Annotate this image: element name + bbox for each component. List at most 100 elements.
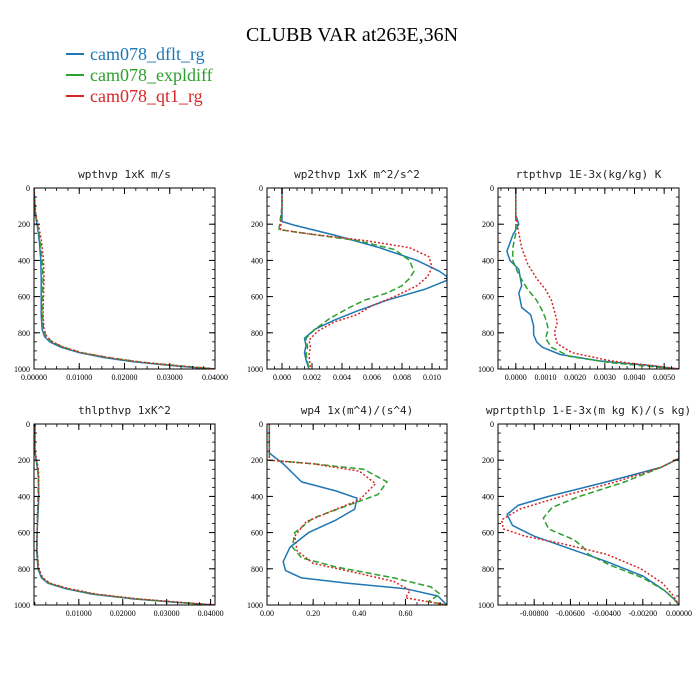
legend-label: cam078_expldiff: [90, 65, 213, 85]
x-tick-label: 0.01000: [66, 609, 92, 618]
y-tick-label: 800: [251, 329, 263, 338]
series-line-cam078_qt1_rg: [500, 424, 679, 605]
y-tick-label: 1000: [14, 601, 30, 610]
series-line-cam078_expldiff: [542, 424, 679, 605]
series-group: [506, 188, 679, 369]
y-tick-label: 600: [482, 293, 494, 302]
x-tick-label: -0.00400: [592, 609, 621, 618]
x-tick-label: 0.006: [363, 373, 381, 382]
series-line-cam078_expldiff: [34, 424, 215, 605]
x-tick-label: 0.03000: [154, 609, 180, 618]
legend-label: cam078_qt1_rg: [90, 86, 203, 106]
x-tick-label: 0.0020: [564, 373, 586, 382]
y-tick-label: 1000: [14, 365, 30, 374]
x-tick-label: 0.04000: [202, 373, 228, 382]
panel-frame: [266, 423, 448, 606]
y-tick-label: 600: [251, 529, 263, 538]
series-line-cam078_dflt_rg: [34, 188, 215, 369]
x-tick-label: -0.00600: [556, 609, 585, 618]
y-tick-label: 0: [259, 420, 263, 429]
x-tick-label: 0.00: [260, 609, 274, 618]
panel-4: thlpthvp 1xK^2 0 200 400 600 800 1000 0.01000 0.…: [14, 404, 224, 618]
y-tick-label: 600: [18, 529, 30, 538]
panel-frame: [33, 187, 216, 370]
y-tick-label: 600: [251, 293, 263, 302]
y-tick-label: 400: [251, 256, 263, 265]
y-tick-label: 400: [482, 492, 494, 501]
x-tick-label: 0.0010: [534, 373, 556, 382]
y-tick-label: 800: [251, 565, 263, 574]
y-tick-label: 0: [26, 184, 30, 193]
x-tick-label: 0.010: [423, 373, 441, 382]
series-group: [278, 188, 447, 369]
y-tick-label: 200: [482, 220, 494, 229]
series-line-cam078_qt1_rg: [268, 424, 447, 605]
x-tick-label: 0.000: [273, 373, 291, 382]
y-tick-label: 200: [18, 456, 30, 465]
y-tick-label: 400: [482, 256, 494, 265]
panel-frame: [33, 423, 216, 606]
y-tick-label: 0: [259, 184, 263, 193]
x-tick-label: 0.20: [306, 609, 320, 618]
series-line-cam078_qt1_rg: [34, 424, 215, 605]
panel-frame: [266, 187, 448, 370]
x-tick-label: 0.004: [333, 373, 351, 382]
series-group: [268, 424, 447, 605]
x-tick-label: 0.00000: [21, 373, 47, 382]
panel-title: wpthvp 1xK m/s: [78, 168, 171, 181]
x-tick-label: -0.00800: [520, 609, 549, 618]
x-tick-label: 0.04000: [198, 609, 224, 618]
panel-6: wprtpthlp 1-E-3x(m kg K)/(s kg) 0 200 400 60…: [478, 404, 692, 618]
panel-2: wp2thvp 1xK m^2/s^2 0 200 400 600 800 1000 0.00…: [247, 168, 448, 382]
y-tick-label: 1000: [478, 601, 494, 610]
x-tick-label: 0.02000: [110, 609, 136, 618]
series-group: [500, 424, 679, 605]
series-line-cam078_expldiff: [34, 188, 215, 369]
legend-item: cam078_qt1_rg: [66, 86, 203, 106]
y-tick-label: 600: [482, 529, 494, 538]
x-tick-label: 0.40: [352, 609, 366, 618]
legend-item: cam078_expldiff: [66, 65, 213, 85]
y-tick-label: 200: [18, 220, 30, 229]
y-tick-label: 600: [18, 293, 30, 302]
y-tick-label: 400: [18, 492, 30, 501]
series-group: [34, 188, 215, 369]
y-tick-label: 1000: [247, 365, 263, 374]
series-line-cam078_expldiff: [268, 424, 447, 605]
x-tick-label: 0.01000: [66, 373, 92, 382]
x-tick-label: -0.00200: [628, 609, 657, 618]
y-tick-label: 200: [251, 220, 263, 229]
y-tick-label: 200: [482, 456, 494, 465]
series-line-cam078_dflt_rg: [281, 188, 447, 369]
panel-frame: [497, 423, 680, 606]
panel-3: rtpthvp 1E-3x(kg/kg) K 0 200 400 600 800 1000 0…: [478, 168, 680, 382]
x-tick-label: 0.008: [393, 373, 411, 382]
y-tick-label: 0: [490, 420, 494, 429]
y-tick-label: 800: [482, 565, 494, 574]
y-tick-label: 400: [251, 492, 263, 501]
figure-title: CLUBB VAR at263E,36N: [246, 24, 458, 46]
series-line-cam078_dflt_rg: [506, 424, 679, 605]
y-tick-label: 1000: [247, 601, 263, 610]
series-line-cam078_qt1_rg: [515, 188, 679, 369]
y-tick-label: 800: [482, 329, 494, 338]
x-tick-label: 0.03000: [157, 373, 183, 382]
y-tick-label: 800: [18, 565, 30, 574]
panel-title: rtpthvp 1E-3x(kg/kg) K: [516, 168, 662, 181]
panel-title: wp4 1x(m^4)/(s^4): [301, 404, 414, 417]
series-group: [34, 424, 215, 605]
y-tick-label: 400: [18, 256, 30, 265]
legend-item: cam078_dflt_rg: [66, 44, 205, 64]
panel-title: wp2thvp 1xK m^2/s^2: [294, 168, 420, 181]
x-tick-label: 0.0000: [505, 373, 527, 382]
y-tick-label: 0: [26, 420, 30, 429]
x-tick-label: 0.0030: [594, 373, 616, 382]
legend: cam078_dflt_rgcam078_expldiffcam078_qt1_…: [66, 44, 213, 106]
legend-label: cam078_dflt_rg: [90, 44, 205, 64]
x-tick-label: 0.002: [303, 373, 321, 382]
x-tick-label: 0.00000: [666, 609, 692, 618]
series-line-cam078_dflt_rg: [34, 424, 215, 605]
